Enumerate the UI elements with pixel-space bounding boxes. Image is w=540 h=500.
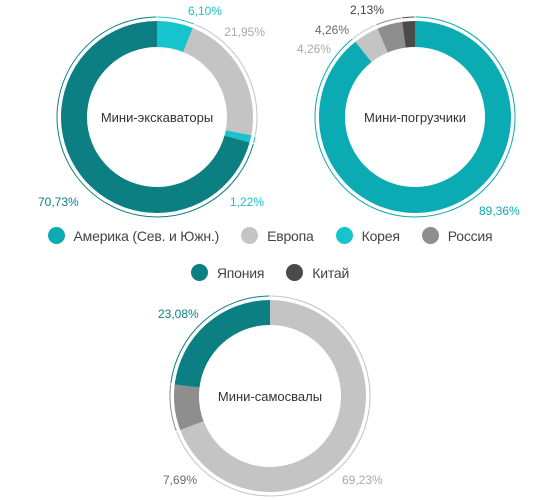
slice-label: 7,69% [163,473,197,487]
legend-item-europe: Европа [241,227,314,244]
leader-line [194,23,258,136]
chart-title: Мини-погрузчики [364,110,466,125]
legend-swatch-europe [241,227,259,244]
slice-китай [402,21,415,48]
chart-title: Мини-экскаваторы [101,110,213,125]
legend-swatch-korea [335,227,353,244]
leader-line [56,16,254,218]
chart-title-box [215,380,325,412]
slice-россия [377,21,406,53]
legend-swatch-japan [190,264,208,281]
legend-item-japan: Япония [190,264,265,281]
slice-европа [183,27,253,136]
legend-item-china: Китай [286,264,349,281]
donut-chart-мини-экскаваторы: 6,10%21,95% 1,22% 70,73% Мини-экскаваторы [38,4,265,218]
legend-label-europe: Европа [267,227,314,244]
leader-line [169,384,177,432]
legend-swatch-russia [421,227,439,244]
legend-swatch-america [47,227,65,244]
donut-chart-мини-погрузчики: 89,36%4,26%4,26%2,13%Мини-погрузчики [297,3,520,218]
legend-item-russia: Россия [421,227,493,244]
legend-label-korea: Корея [361,227,400,244]
slice-label: 23,08% [158,307,199,321]
slice-европа [355,28,388,63]
slice-label: 2,13% [350,3,384,17]
slice-label: 70,73% [38,195,79,209]
leader-line [253,136,256,144]
legend-label-america: Америка (Сев. и Южн.) [73,227,220,244]
slice-россия [174,384,204,431]
leader-line [353,24,376,39]
slice-япония [174,300,270,388]
chart-title-box [358,100,472,134]
legend-item-america: Америка (Сев. и Южн.) [47,227,220,244]
slice-label: 1,22% [230,195,264,209]
slice-корея [224,130,252,143]
donut-chart-мини-самосвалы: 69,23% 7,69% 23,08% Мини-самосвалы [158,295,383,497]
slice-label: 4,26% [315,23,349,37]
legend-row-1: Америка (Сев. и Южн.) Европа Корея Росси… [0,227,540,244]
legend-label-japan: Япония [216,264,265,281]
slice-label: 6,10% [188,4,222,18]
leader-line [176,295,371,497]
chart-title-box [94,100,220,134]
slice-label: 4,26% [297,42,331,56]
leader-line [157,16,195,25]
legend-swatch-china [286,264,304,281]
chart-title: Мини-самосвалы [218,389,322,404]
leader-line [402,16,415,19]
legend-item-korea: Корея [335,227,400,244]
leader-line [170,295,270,384]
legend-label-russia: Россия [447,227,493,244]
legend-label-china: Китай [312,264,350,281]
leader-line [376,17,402,26]
slice-label: 69,23% [342,473,383,487]
slice-label: 21,95% [224,25,265,39]
legend-row-2: Япония Китай [0,264,540,281]
slice-корея [157,21,193,53]
slice-label: 89,36% [479,204,520,218]
leader-line [314,16,516,218]
